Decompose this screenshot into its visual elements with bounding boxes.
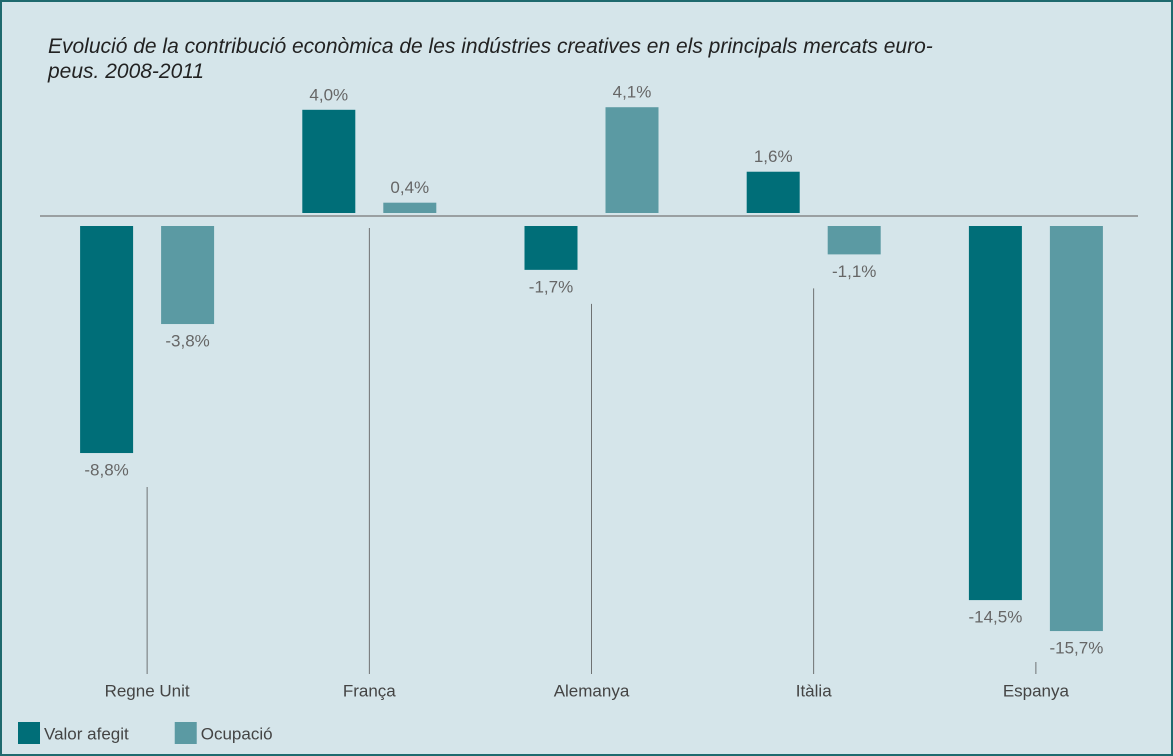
bar xyxy=(827,226,881,255)
bar xyxy=(383,202,437,213)
x-tick-label: Alemanya xyxy=(554,681,630,700)
value-label: 4,0% xyxy=(309,85,348,104)
legend-label: Ocupació xyxy=(201,724,273,743)
value-label: 1,6% xyxy=(754,147,793,166)
x-tick-label: Itàlia xyxy=(796,681,832,700)
x-tick-label: Regne Unit xyxy=(105,681,190,700)
value-label: 4,1% xyxy=(613,83,652,102)
value-label: -1,7% xyxy=(529,277,573,296)
chart-title: Evolució de la contribució econòmica de … xyxy=(48,35,933,83)
legend-swatch xyxy=(174,722,197,744)
bar xyxy=(605,107,659,213)
value-label: -1,1% xyxy=(832,262,876,281)
x-tick-label: França xyxy=(343,681,396,700)
bar xyxy=(161,226,215,325)
legend-swatch xyxy=(18,722,40,744)
value-label: -15,7% xyxy=(1049,639,1103,658)
bar xyxy=(80,226,134,454)
bar xyxy=(302,109,356,213)
x-tick-label: Espanya xyxy=(1003,681,1070,700)
bar xyxy=(524,226,578,270)
bar xyxy=(1049,226,1103,632)
value-label: -3,8% xyxy=(165,332,209,351)
bar xyxy=(746,171,800,213)
value-label: -14,5% xyxy=(968,608,1022,627)
legend-label: Valor afegit xyxy=(44,724,129,743)
value-label: 0,4% xyxy=(390,178,429,197)
bar xyxy=(968,226,1022,601)
value-label: -8,8% xyxy=(84,461,128,480)
